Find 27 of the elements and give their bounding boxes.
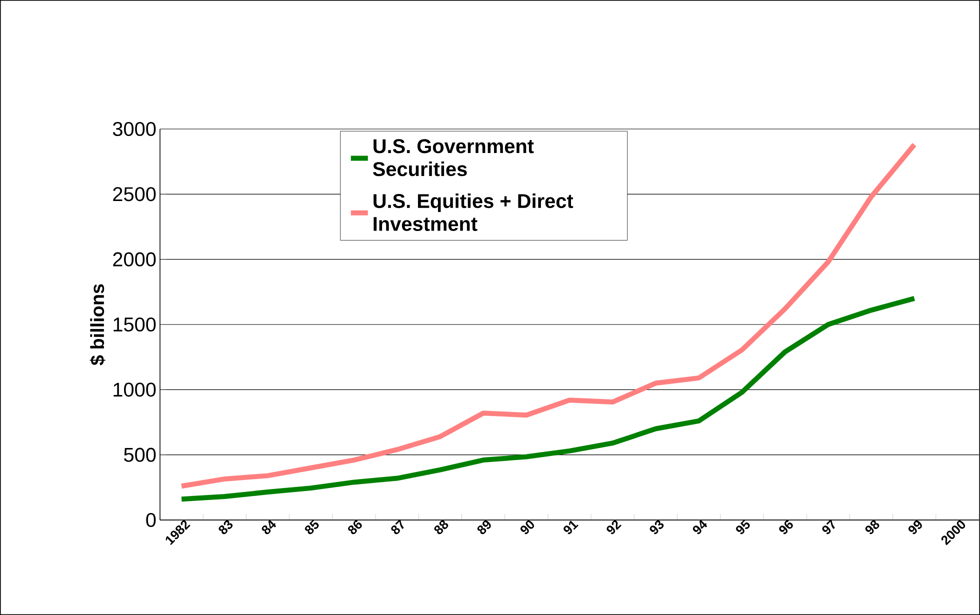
x-tick-label: 87 [391, 519, 404, 534]
x-tick-label: 99 [908, 520, 922, 534]
legend-label: U.S. Equities + Direct Investment [374, 193, 574, 231]
x-tick-label: 84 [262, 520, 276, 534]
legend-label: U.S. Government Securities [372, 139, 534, 176]
x-tick-label: 95 [736, 520, 750, 534]
x-tick-label: 97 [822, 519, 835, 534]
x-tick-label: 91 [564, 520, 578, 534]
x-tick-label: 94 [692, 520, 708, 534]
y-tick-label: 2500 [113, 187, 156, 202]
y-tick-label: 2000 [113, 252, 156, 266]
x-tick-label: 88 [434, 520, 448, 534]
x-tick-label: 89 [477, 520, 491, 534]
x-tick-label: 86 [348, 520, 362, 534]
x-tick-label: 93 [650, 520, 664, 534]
y-tick-label: 1000 [114, 382, 156, 397]
x-tick-label: 90 [520, 520, 534, 534]
x-tick-label: 83 [218, 520, 233, 534]
y-tick-label: 1500 [114, 317, 156, 332]
y-axis-title: $ billions [90, 284, 106, 366]
x-tick-label: 98 [865, 520, 880, 534]
y-tick-label: 3000 [112, 122, 156, 136]
y-tick-label: 0 [146, 512, 156, 528]
x-tick-label: 92 [606, 520, 622, 534]
y-tick-label: 500 [124, 448, 156, 462]
x-tick-label: 85 [304, 520, 319, 534]
x-tick-label: 96 [779, 520, 793, 534]
